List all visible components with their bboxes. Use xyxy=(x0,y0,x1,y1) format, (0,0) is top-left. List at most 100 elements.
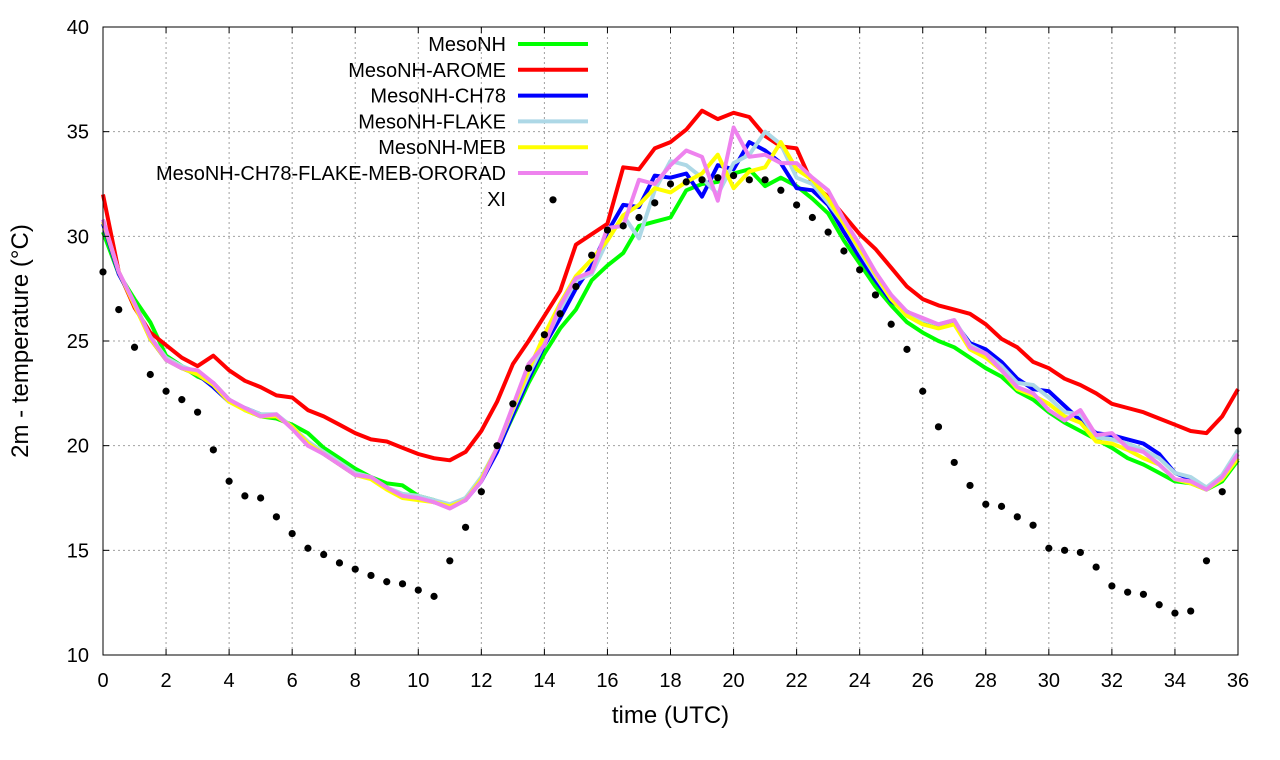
data-point xyxy=(493,442,501,450)
x-tick-label: 2 xyxy=(160,670,171,692)
y-axis-title: 2m - temperature (°C) xyxy=(7,224,34,458)
data-point xyxy=(430,592,438,600)
data-point xyxy=(367,571,375,580)
data-point xyxy=(934,423,943,431)
y-tick-label: 25 xyxy=(67,331,89,353)
legend-label: MesoNH-MEB xyxy=(378,137,506,159)
legend-label: MesoNH-CH78-FLAKE-MEB-ORORAD xyxy=(156,163,506,185)
x-tick-label: 4 xyxy=(224,670,235,692)
series-xi xyxy=(99,172,1242,617)
data-point xyxy=(603,226,612,234)
data-point xyxy=(1045,544,1053,552)
data-point xyxy=(351,565,359,573)
data-point xyxy=(1092,563,1100,571)
x-tick-label: 26 xyxy=(912,670,934,692)
data-point xyxy=(320,550,328,559)
data-point xyxy=(146,370,154,379)
data-point xyxy=(335,559,344,567)
data-point xyxy=(777,186,785,194)
data-point xyxy=(398,580,407,588)
legend-label: XI xyxy=(487,189,506,211)
y-tick-label: 35 xyxy=(67,122,89,144)
data-point xyxy=(729,172,738,180)
x-tick-label: 16 xyxy=(596,670,618,692)
series-line xyxy=(101,108,1240,463)
data-point xyxy=(871,291,880,299)
data-point xyxy=(241,492,249,500)
legend-marker xyxy=(549,196,557,204)
y-tick-label: 10 xyxy=(67,645,89,667)
data-point xyxy=(304,544,312,552)
data-point xyxy=(1060,546,1069,554)
series-mesonh-arome xyxy=(101,108,1240,463)
data-point xyxy=(982,500,990,508)
data-point xyxy=(840,247,848,255)
data-point xyxy=(446,557,454,565)
data-point xyxy=(1076,548,1084,557)
data-point xyxy=(1013,513,1021,521)
x-tick-label: 28 xyxy=(975,670,997,692)
x-tick-label: 34 xyxy=(1164,670,1186,692)
y-tick-label: 15 xyxy=(67,540,89,562)
data-point xyxy=(1029,521,1037,529)
data-point xyxy=(950,458,958,467)
x-tick-label: 6 xyxy=(287,670,298,692)
data-point xyxy=(824,228,832,236)
x-axis-title: time (UTC) xyxy=(612,702,729,729)
series-line xyxy=(101,125,1240,511)
data-point xyxy=(903,345,911,353)
x-tick-label: 18 xyxy=(659,670,681,692)
data-point xyxy=(525,364,533,372)
x-tick-label: 30 xyxy=(1038,670,1060,692)
data-point xyxy=(1202,557,1211,565)
x-tick-label: 0 xyxy=(97,670,108,692)
data-point xyxy=(225,477,233,485)
data-point xyxy=(588,251,596,259)
data-point xyxy=(477,488,485,496)
data-point xyxy=(272,513,281,521)
data-point xyxy=(461,523,470,531)
data-point xyxy=(714,174,722,182)
data-point xyxy=(540,331,548,339)
x-tick-label: 22 xyxy=(785,670,807,692)
y-tick-label: 30 xyxy=(67,226,89,248)
data-point xyxy=(1218,488,1226,496)
y-tick-label: 40 xyxy=(67,17,89,39)
data-point xyxy=(383,578,391,586)
data-point xyxy=(193,408,202,416)
x-tick-label: 14 xyxy=(533,670,555,692)
legend-label: MesoNH-AROME xyxy=(348,60,506,82)
data-point xyxy=(556,310,564,318)
data-point xyxy=(130,343,139,351)
data-point xyxy=(745,176,753,184)
data-point xyxy=(887,320,895,328)
data-point xyxy=(666,180,675,188)
data-point xyxy=(682,178,690,186)
data-point xyxy=(115,306,123,314)
x-tick-label: 10 xyxy=(407,670,429,692)
data-point xyxy=(698,176,706,184)
data-point xyxy=(619,222,627,230)
y-tick-label: 20 xyxy=(67,436,89,458)
data-point xyxy=(178,396,186,404)
data-point xyxy=(572,282,580,291)
data-point xyxy=(1155,601,1163,609)
data-point xyxy=(1171,609,1179,617)
data-point xyxy=(635,213,643,222)
data-point xyxy=(1124,588,1132,596)
data-point xyxy=(856,266,864,274)
data-point xyxy=(793,201,801,209)
legend: MesoNH MesoNH-AROME MesoNH-CH78 MesoNH-FLAK… xyxy=(156,34,588,211)
x-tick-label: 20 xyxy=(722,670,744,692)
x-tick-label: 24 xyxy=(849,670,871,692)
axis-ticks: 0 2 4 6 8 10 12 14 16 18 20 22 24 26 28 30 32 34 361015202… xyxy=(67,17,1249,692)
data-point xyxy=(414,586,422,594)
series-layer xyxy=(99,108,1242,617)
data-point xyxy=(1187,607,1195,615)
data-point xyxy=(288,529,296,538)
x-tick-label: 36 xyxy=(1227,670,1249,692)
legend-label: MesoNH-FLAKE xyxy=(358,111,506,133)
data-point xyxy=(808,213,816,222)
